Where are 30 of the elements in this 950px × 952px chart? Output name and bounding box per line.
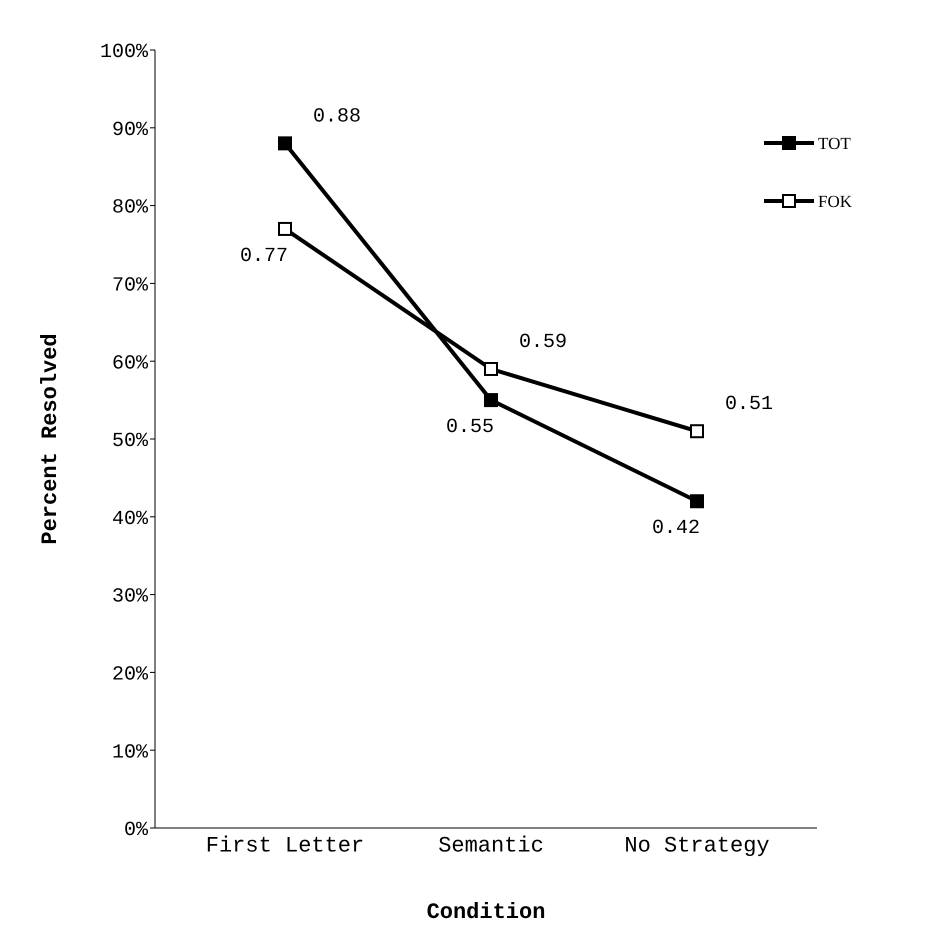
- y-tick-label: 20%: [112, 664, 149, 686]
- y-tick-label: 30%: [112, 586, 149, 609]
- y-axis-title: Percent Resolved: [38, 333, 63, 545]
- y-tick-label: 0%: [124, 819, 149, 842]
- y-tick-label: 100%: [100, 41, 149, 64]
- point: [278, 222, 292, 236]
- point: [690, 494, 704, 508]
- x-axis-title: Condition: [426, 900, 546, 925]
- legend-label: FOK: [818, 192, 853, 211]
- x-tick-label: No Strategy: [624, 834, 770, 859]
- point: [278, 136, 292, 150]
- point: [690, 424, 704, 438]
- y-tick-label: 90%: [112, 118, 149, 142]
- y-tick-label: 60%: [112, 352, 149, 376]
- y-tick-label: 80%: [112, 196, 149, 220]
- y-tick-label: 70%: [112, 274, 149, 298]
- y-tick-label: 40%: [112, 508, 149, 531]
- point: [484, 393, 498, 408]
- x-tick-label: First Letter: [206, 834, 364, 859]
- legend-label: TOT: [818, 134, 852, 153]
- point: [484, 362, 498, 376]
- data-label: 0.42: [652, 517, 700, 540]
- y-tick-label: 50%: [112, 430, 149, 454]
- data-label: 0.88: [313, 105, 362, 128]
- data-label: 0.51: [725, 393, 774, 416]
- x-tick-label: Semantic: [438, 834, 544, 859]
- y-tick-label: 10%: [112, 741, 149, 764]
- data-label: 0.77: [240, 244, 288, 268]
- data-label: 0.55: [446, 416, 494, 440]
- data-label: 0.59: [519, 330, 568, 354]
